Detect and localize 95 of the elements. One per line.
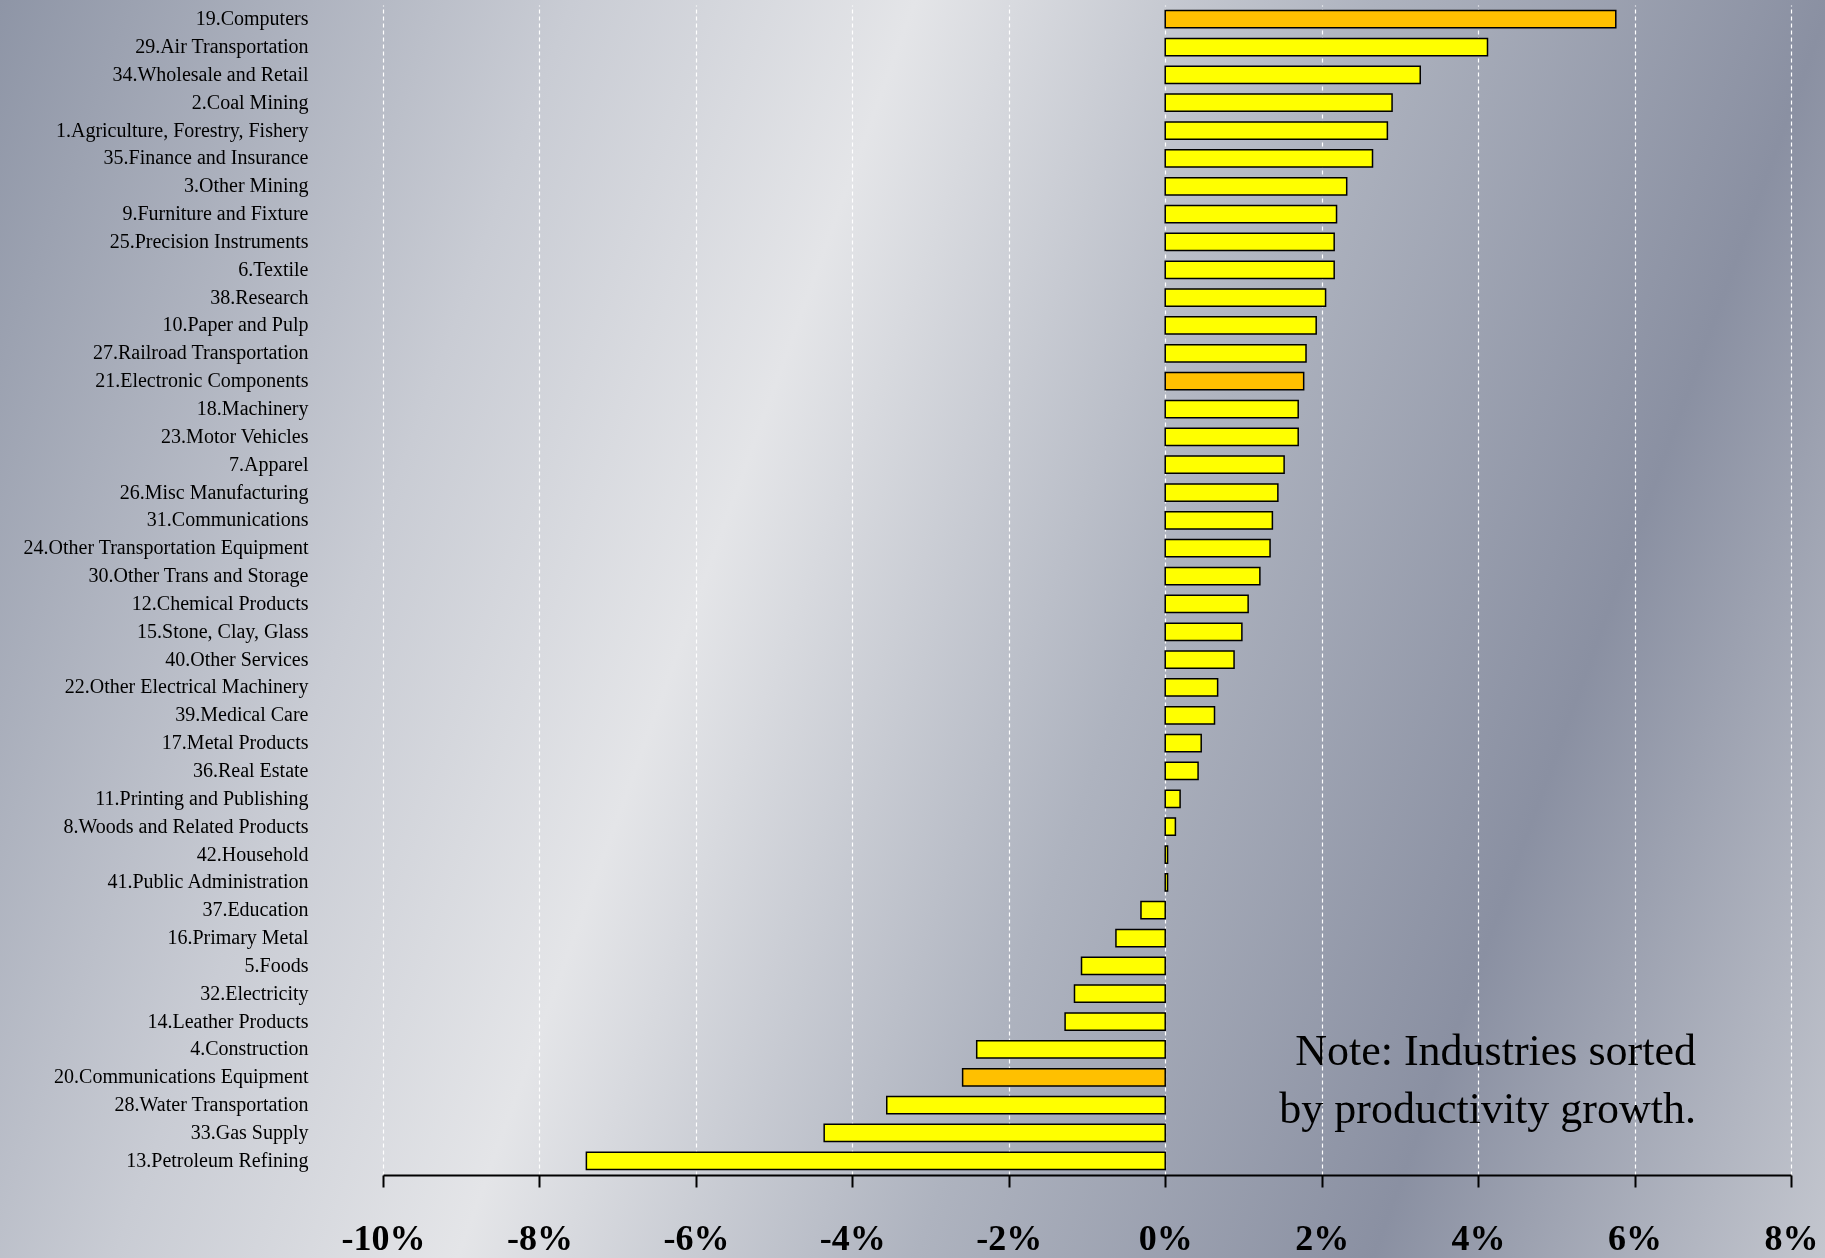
y-tick-label: 24.Other Transportation Equipment	[23, 536, 309, 560]
bar	[1164, 733, 1202, 753]
x-tick-label: -2%	[976, 1217, 1043, 1258]
y-tick-label: 40.Other Services	[165, 647, 309, 670]
bar	[1164, 399, 1299, 419]
y-tick-label: 34.Wholesale and Retail	[112, 62, 309, 85]
y-tick-label: 11.Printing and Publishing	[95, 786, 309, 810]
y-tick-label: 2.Coal Mining	[191, 90, 309, 114]
y-tick-label: 33.Gas Supply	[190, 1120, 309, 1144]
bar	[1164, 427, 1299, 447]
y-tick-label: 19.Computers	[195, 7, 309, 31]
y-tick-label: 37.Education	[202, 898, 309, 921]
x-tick-label: 0%	[1138, 1217, 1193, 1258]
y-tick-label: 13.Petroleum Refining	[126, 1148, 309, 1172]
bar	[1164, 316, 1317, 335]
y-tick-label: 35.Finance and Insurance	[103, 146, 309, 169]
y-tick-label: 31.Communications	[146, 508, 309, 531]
bar	[1080, 956, 1166, 976]
bar	[1164, 817, 1177, 837]
y-tick-label: 38.Research	[210, 285, 309, 308]
x-tick-label: 4%	[1451, 1217, 1506, 1258]
x-tick-label: -10%	[341, 1217, 426, 1258]
y-tick-label: 14.Leather Products	[147, 1009, 309, 1032]
bar	[1140, 900, 1166, 920]
bar	[1115, 928, 1166, 948]
y-tick-label: 42.Household	[196, 842, 309, 865]
y-tick-label: 17.Metal Products	[161, 731, 309, 754]
y-tick-label: 20.Communications Equipment	[54, 1065, 309, 1089]
bar	[1164, 845, 1169, 864]
bar	[1164, 260, 1335, 280]
bar	[1164, 872, 1169, 892]
y-tick-label: 21.Electronic Components	[95, 369, 309, 393]
y-tick-label: 7.Apparel	[229, 452, 309, 476]
bar	[823, 1123, 1166, 1143]
bar	[1164, 93, 1393, 113]
bar	[1164, 622, 1243, 642]
bar	[1164, 9, 1617, 29]
bar	[1164, 204, 1338, 224]
bar	[1064, 1012, 1166, 1031]
y-tick-label: 41.Public Administration	[107, 870, 309, 893]
bar	[1164, 121, 1389, 140]
bar	[585, 1151, 1166, 1171]
bar	[1164, 455, 1285, 475]
bar	[1164, 371, 1305, 391]
bar	[1164, 288, 1327, 308]
x-tick-label: -6%	[663, 1217, 730, 1258]
y-tick-label: 8.Woods and Related Products	[63, 814, 309, 837]
bar	[1164, 761, 1199, 781]
y-tick-label: 18.Machinery	[196, 397, 309, 421]
y-tick-label: 6.Textile	[238, 257, 309, 280]
bar	[1164, 650, 1235, 669]
bar	[1164, 594, 1249, 614]
y-tick-label: 23.Motor Vehicles	[161, 424, 309, 447]
bar	[1164, 511, 1274, 530]
y-tick-label: 25.Precision Instruments	[109, 229, 309, 252]
bar	[1164, 176, 1348, 196]
y-tick-label: 10.Paper and Pulp	[162, 313, 309, 337]
y-tick-label: 32.Electricity	[200, 981, 309, 1005]
y-tick-label: 1.Agriculture, Forestry, Fishery	[55, 118, 309, 142]
bar	[1073, 984, 1166, 1004]
y-tick-label: 15.Stone, Clay, Glass	[137, 619, 309, 643]
y-tick-label: 29.Air Transportation	[135, 35, 309, 59]
bar	[1164, 37, 1489, 57]
bar	[1164, 566, 1261, 586]
bar	[1164, 705, 1216, 725]
x-tick-label: -4%	[819, 1217, 886, 1258]
y-tick-label: 3.Other Mining	[184, 174, 309, 198]
y-tick-label: 9.Furniture and Fixture	[122, 202, 309, 225]
y-tick-label: 36.Real Estate	[192, 758, 309, 781]
bar	[1164, 678, 1219, 697]
bar	[1164, 483, 1279, 502]
bar	[1164, 538, 1271, 558]
bar	[1164, 65, 1421, 85]
bar	[975, 1040, 1166, 1059]
bar	[886, 1095, 1166, 1115]
x-tick-label: 6%	[1608, 1217, 1663, 1258]
bar	[1164, 789, 1181, 809]
bar	[1164, 149, 1374, 168]
y-tick-label: 22.Other Electrical Machinery	[64, 675, 309, 699]
x-tick-label: 2%	[1295, 1217, 1350, 1258]
y-tick-label: 12.Chemical Products	[131, 591, 309, 614]
x-tick-label: 8%	[1764, 1217, 1819, 1258]
y-tick-label: 39.Medical Care	[175, 703, 309, 726]
y-tick-label: 5.Foods	[244, 953, 309, 976]
y-tick-label: 4.Construction	[190, 1037, 309, 1060]
bar	[1164, 343, 1307, 363]
bar	[961, 1067, 1166, 1087]
y-tick-label: 28.Water Transportation	[114, 1093, 309, 1117]
bar	[1164, 232, 1335, 252]
y-tick-label: 30.Other Trans and Storage	[88, 564, 309, 588]
x-tick-label: -8%	[506, 1217, 573, 1258]
y-tick-label: 16.Primary Metal	[167, 926, 309, 950]
y-tick-label: 27.Railroad Transportation	[92, 341, 309, 365]
y-tick-label: 26.Misc Manufacturing	[119, 480, 309, 504]
annotation: Note: Industries sorted by productivity growth.	[1279, 1026, 1696, 1133]
